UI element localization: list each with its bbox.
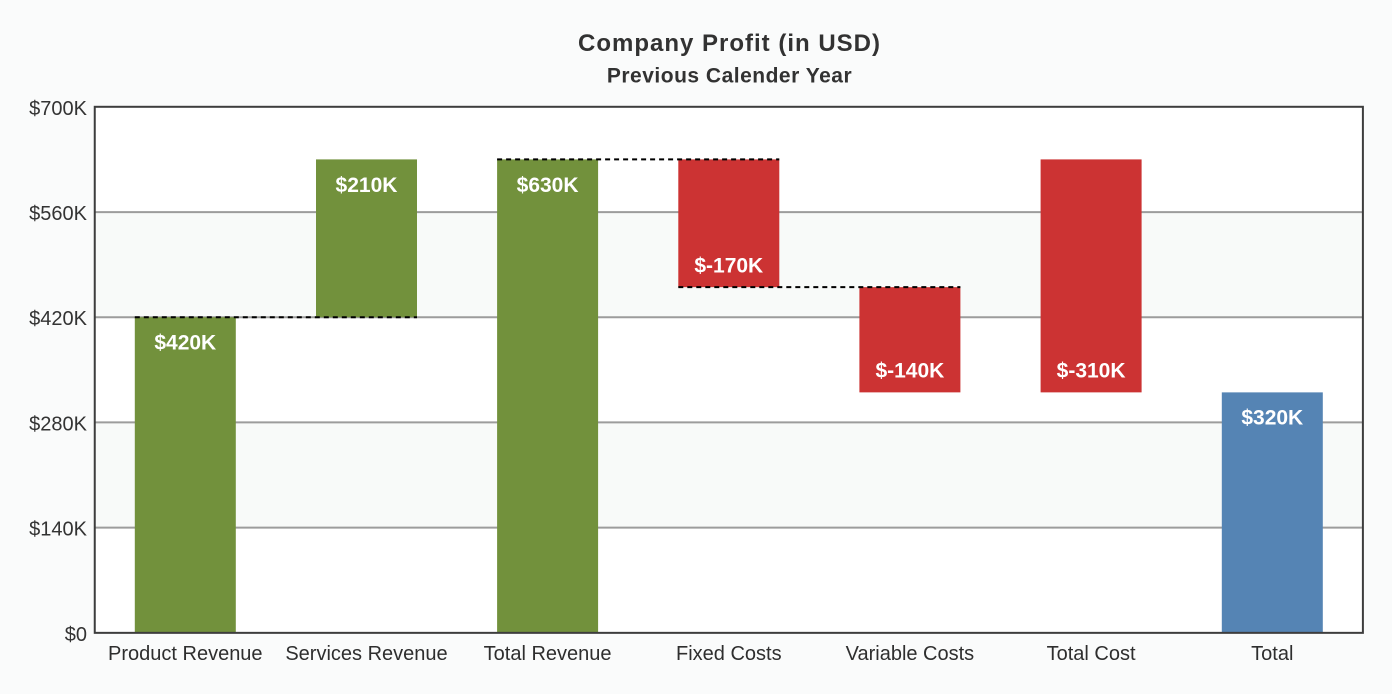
svg-text:Product Revenue: Product Revenue: [108, 643, 263, 665]
svg-text:$-310K: $-310K: [1057, 360, 1126, 383]
svg-text:$630K: $630K: [517, 174, 579, 197]
svg-text:Company Profit (in USD): Company Profit (in USD): [578, 30, 881, 57]
svg-text:Total: Total: [1251, 643, 1293, 665]
svg-text:Fixed Costs: Fixed Costs: [676, 643, 782, 665]
svg-text:Services Revenue: Services Revenue: [285, 643, 447, 665]
svg-text:$560K: $560K: [29, 203, 87, 225]
svg-text:$280K: $280K: [29, 413, 87, 435]
svg-text:$700K: $700K: [29, 98, 87, 120]
svg-text:$210K: $210K: [336, 174, 398, 197]
svg-text:Total Revenue: Total Revenue: [484, 643, 612, 665]
svg-text:Previous Calender Year: Previous Calender Year: [607, 64, 852, 87]
svg-text:Total Cost: Total Cost: [1047, 643, 1136, 665]
svg-text:Variable Costs: Variable Costs: [846, 643, 975, 665]
svg-text:$320K: $320K: [1241, 406, 1303, 429]
svg-text:$420K: $420K: [154, 332, 216, 355]
svg-text:$-170K: $-170K: [694, 254, 763, 277]
svg-text:$0: $0: [65, 624, 87, 646]
svg-text:$420K: $420K: [29, 308, 87, 330]
svg-text:$-140K: $-140K: [875, 360, 944, 383]
svg-text:$140K: $140K: [29, 519, 87, 541]
